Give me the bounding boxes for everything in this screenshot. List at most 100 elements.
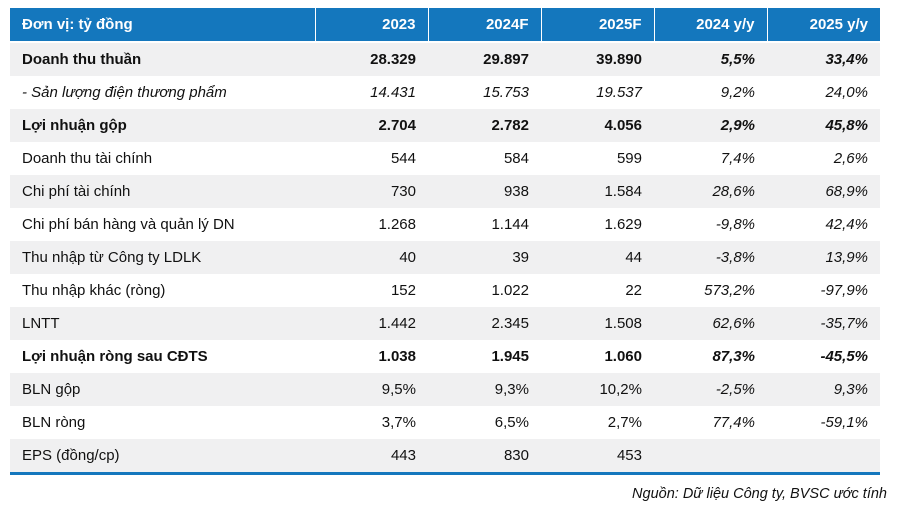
row-value: 453 [541, 439, 654, 475]
row-value: 44 [541, 241, 654, 274]
row-value: 6,5% [494, 414, 529, 431]
row-value: 584 [503, 150, 529, 167]
unit-header-cell: Đơn vị: tỷ đồng [10, 8, 315, 43]
row-value: 33,4% [767, 42, 880, 76]
row-value: 3,7% [381, 414, 416, 431]
row-value: 2.782 [428, 109, 541, 142]
row-value: 2,7% [607, 414, 642, 431]
row-value: 1.060 [604, 348, 642, 365]
row-value: 1.144 [491, 216, 529, 233]
row-label: - Sản lượng điện thương phẩm [22, 84, 227, 101]
row-label: Chi phí tài chính [10, 175, 315, 208]
row-label: BLN gộp [10, 373, 315, 406]
row-label: Doanh thu thuần [10, 42, 315, 76]
row-value: 19.537 [596, 84, 642, 101]
row-value: 9,5% [315, 373, 428, 406]
row-value: 152 [390, 282, 416, 299]
row-label: Lợi nhuận gộp [10, 109, 315, 142]
table-row: EPS (đồng/cp) 443 830 453 [10, 439, 880, 475]
column-header-2025f: 2025F [540, 8, 654, 43]
row-value: 1.038 [378, 348, 416, 365]
row-label: Doanh thu tài chính [22, 150, 153, 167]
row-value: 2,9% [654, 109, 767, 142]
row-label: Chi phí bán hàng và quản lý DN [22, 216, 235, 233]
row-value: 15.753 [483, 84, 529, 101]
row-value: 1.508 [541, 307, 654, 340]
row-value: -2,5% [654, 373, 767, 406]
row-value: 4.056 [541, 109, 654, 142]
table-row: Doanh thu tài chính 544 584 599 7,4% 2,6% [10, 142, 880, 175]
column-header-2023: 2023 [314, 8, 428, 43]
row-value: -3,8% [654, 241, 767, 274]
row-label: LNTT [10, 307, 315, 340]
row-value: 24,0% [825, 84, 868, 101]
row-value: 938 [428, 175, 541, 208]
row-value: 1.268 [378, 216, 416, 233]
row-value: 45,8% [767, 109, 880, 142]
row-value: 730 [315, 175, 428, 208]
row-value: 42,4% [825, 216, 868, 233]
row-value: 1.442 [315, 307, 428, 340]
row-value: 7,4% [720, 150, 755, 167]
row-value: 2.345 [428, 307, 541, 340]
table-row: Thu nhập từ Công ty LDLK 40 39 44 -3,8% 13,9% [10, 241, 880, 274]
row-value: 1.584 [541, 175, 654, 208]
row-value: -59,1% [820, 414, 868, 431]
row-value: 1.022 [491, 282, 529, 299]
row-value: 22 [625, 282, 642, 299]
row-value: 14.431 [370, 84, 416, 101]
table-row: LNTT 1.442 2.345 1.508 62,6% -35,7% [10, 307, 880, 340]
row-label: Thu nhập khác (ròng) [22, 282, 166, 299]
row-value: 28,6% [654, 175, 767, 208]
table-row: - Sản lượng điện thương phẩm 14.431 15.753… [10, 76, 880, 109]
table-row: Lợi nhuận gộp 2.704 2.782 4.056 2,9% 45,8% [10, 109, 880, 142]
row-value: 62,6% [654, 307, 767, 340]
row-value: 29.897 [428, 42, 541, 76]
row-value: 599 [616, 150, 642, 167]
row-value: 28.329 [315, 42, 428, 76]
row-label: EPS (đồng/cp) [10, 439, 315, 475]
financial-forecast-table: Đơn vị: tỷ đồng 2023 2024F 2025F 2024 y/… [10, 8, 880, 475]
table-body: Doanh thu thuần 28.329 29.897 39.890 5,5% 33,… [10, 42, 880, 475]
row-value [767, 439, 880, 475]
table-row: Thu nhập khác (ròng) 152 1.022 22 573,2% -97,… [10, 274, 880, 307]
table-row: BLN gộp 9,5% 9,3% 10,2% -2,5% 9,3% [10, 373, 880, 406]
row-value: 9,2% [720, 84, 755, 101]
row-value: 39 [428, 241, 541, 274]
row-value: 68,9% [767, 175, 880, 208]
row-value: 77,4% [712, 414, 755, 431]
row-value: -45,5% [820, 348, 868, 365]
row-value: 573,2% [704, 282, 755, 299]
column-header-2024-yy: 2024 y/y [653, 8, 767, 43]
row-value: 2.704 [315, 109, 428, 142]
row-value: 1.945 [491, 348, 529, 365]
row-value: 443 [315, 439, 428, 475]
row-value [654, 439, 767, 475]
column-header-2024f: 2024F [427, 8, 541, 43]
row-label: BLN ròng [22, 414, 86, 431]
row-value: 544 [390, 150, 416, 167]
source-note: Nguồn: Dữ liệu Công ty, BVSC ước tính [632, 486, 887, 502]
table-row: Chi phí bán hàng và quản lý DN 1.268 1.144… [10, 208, 880, 241]
row-value: 5,5% [654, 42, 767, 76]
row-value: 87,3% [712, 348, 755, 365]
table-row: Lợi nhuận ròng sau CĐTS 1.038 1.945 1.060 87… [10, 340, 880, 373]
row-value: 10,2% [541, 373, 654, 406]
row-value: -9,8% [715, 216, 755, 233]
row-label: Thu nhập từ Công ty LDLK [10, 241, 315, 274]
row-value: 40 [315, 241, 428, 274]
column-header-2025-yy: 2025 y/y [766, 8, 880, 43]
table-row: Doanh thu thuần 28.329 29.897 39.890 5,5% 33,… [10, 42, 880, 76]
row-value: 9,3% [767, 373, 880, 406]
table-header-row: Đơn vị: tỷ đồng 2023 2024F 2025F 2024 y/… [10, 8, 880, 43]
row-value: -35,7% [767, 307, 880, 340]
row-label: Lợi nhuận ròng sau CĐTS [22, 348, 208, 365]
row-value: 9,3% [428, 373, 541, 406]
row-value: 830 [428, 439, 541, 475]
row-value: 1.629 [604, 216, 642, 233]
row-value: 2,6% [833, 150, 868, 167]
row-value: 13,9% [767, 241, 880, 274]
row-value: -97,9% [820, 282, 868, 299]
table-row: BLN ròng 3,7% 6,5% 2,7% 77,4% -59,1% [10, 406, 880, 439]
